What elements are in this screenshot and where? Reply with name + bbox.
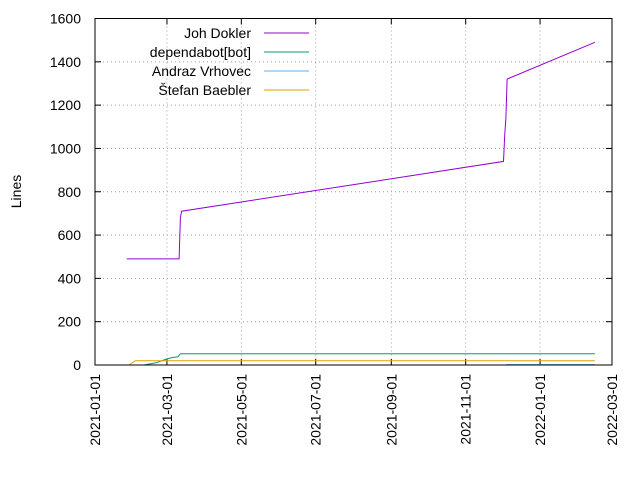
legend-label: Andraz Vrhovec bbox=[152, 63, 251, 79]
x-tick-label: 2021-03-01 bbox=[159, 374, 175, 446]
y-tick-label: 200 bbox=[58, 314, 82, 330]
y-tick-label: 800 bbox=[58, 184, 82, 200]
x-tick-label: 2021-11-01 bbox=[458, 374, 474, 445]
series-lines bbox=[126, 41, 596, 366]
y-tick-label: 0 bbox=[73, 357, 81, 373]
legend-label: dependabot[bot] bbox=[150, 44, 251, 60]
y-axis-label: Lines bbox=[8, 175, 24, 208]
legend-label: Joh Dokler bbox=[184, 25, 251, 41]
grid bbox=[95, 18, 612, 365]
x-axis: 2021-01-01 2021-03-01 2021-05-01 2021-07-01… bbox=[87, 18, 620, 446]
y-tick-label: 400 bbox=[58, 270, 82, 286]
x-tick-label: 2022-01-01 bbox=[532, 374, 548, 446]
series-line-3 bbox=[128, 360, 595, 366]
series-line-1 bbox=[143, 353, 595, 366]
plot-frame bbox=[94, 18, 613, 366]
x-tick-label: 2021-09-01 bbox=[383, 374, 399, 446]
series-line-0 bbox=[126, 41, 596, 260]
y-tick-label: 1600 bbox=[50, 11, 81, 27]
y-tick-label: 1000 bbox=[50, 140, 81, 156]
y-tick-label: 1200 bbox=[50, 97, 81, 113]
y-axis: 0 200 400 600 800 1000 1200 1400 1600 bbox=[50, 11, 612, 373]
legend-label: Štefan Baebler bbox=[158, 82, 251, 98]
x-tick-label: 2021-07-01 bbox=[308, 374, 324, 446]
legend: Joh Dokler dependabot[bot] Andraz Vrhovec Š… bbox=[150, 25, 309, 98]
y-tick-label: 600 bbox=[58, 227, 82, 243]
x-tick-label: 2021-05-01 bbox=[233, 374, 249, 446]
x-tick-label: 2022-03-01 bbox=[604, 374, 620, 446]
x-tick-label: 2021-01-01 bbox=[87, 374, 103, 446]
y-tick-label: 1400 bbox=[50, 54, 81, 70]
